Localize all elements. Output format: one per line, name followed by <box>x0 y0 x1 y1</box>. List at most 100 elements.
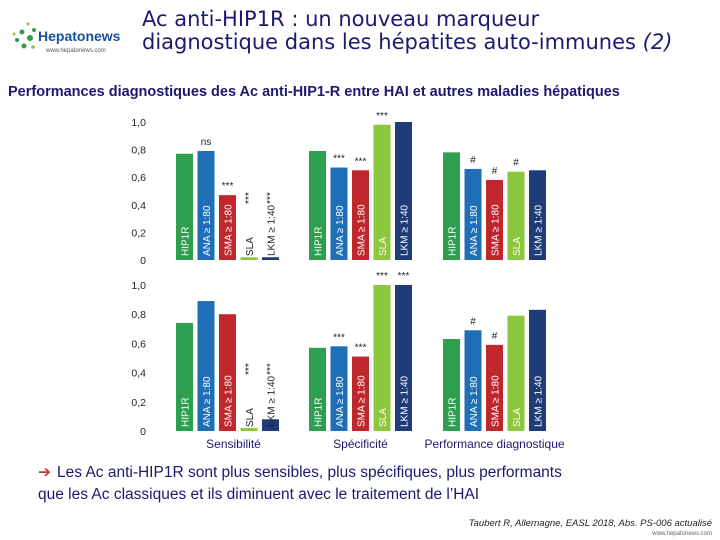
significance-annotation: # <box>470 316 476 327</box>
bar <box>486 179 503 260</box>
bar <box>529 309 546 431</box>
bar <box>507 171 525 260</box>
category-label: SMA ≥ 1:80 <box>491 204 502 256</box>
title-suffix: (2) <box>642 30 673 54</box>
category-label: SMA ≥ 1:80 <box>491 375 502 427</box>
category-label: SMA ≥ 1:80 <box>224 375 235 427</box>
group-label: Sensibilité <box>206 437 261 451</box>
bar <box>197 150 215 260</box>
significance-annotation: *** <box>333 332 345 343</box>
category-label: HIP1R <box>181 227 192 256</box>
y-tick-label: 1,0 <box>131 117 146 129</box>
bar <box>309 347 326 431</box>
bar <box>373 285 391 431</box>
bar <box>486 344 503 431</box>
bar-chart: 0 0,2 0,4 0,6 0,8 1,0 HIP1R ANA ≥ 1:80 ns SMA ≥ 1… <box>131 111 564 451</box>
y-tick-label: 0,8 <box>131 309 146 321</box>
arrow-icon: ➔ <box>38 464 51 481</box>
reference: Taubert R, Allernagne, EASL 2018, Abs. P… <box>468 518 712 529</box>
logo-text: Hepatonews <box>38 28 121 44</box>
significance-annotation: # <box>492 166 498 177</box>
significance-annotation: *** <box>376 271 388 282</box>
category-label: HIP1R <box>314 227 325 256</box>
category-label: LKM ≥ 1:40 <box>534 375 545 427</box>
bar <box>529 170 546 260</box>
category-label: SLA <box>512 237 523 256</box>
bar <box>330 346 348 431</box>
title-line-2: diagnostique dans les hépatites auto-imm… <box>142 30 636 54</box>
y-tick-label: 0,4 <box>131 368 146 380</box>
significance-annotation: *** <box>266 192 277 204</box>
bar <box>219 195 236 260</box>
bar <box>176 322 193 431</box>
category-label: LKM ≥ 1:40 <box>534 204 545 256</box>
bar <box>197 301 215 431</box>
category-label: HIP1R <box>181 398 192 427</box>
bar <box>395 285 412 431</box>
category-label: HIP1R <box>448 398 459 427</box>
significance-annotation: # <box>470 155 476 166</box>
bar <box>352 356 369 431</box>
bar <box>443 339 460 431</box>
y-tick-label: 0,4 <box>131 200 146 212</box>
y-tick-label: 0,2 <box>131 227 146 239</box>
y-tick-label: 0 <box>140 426 146 438</box>
significance-annotation: *** <box>333 154 345 165</box>
group-label: Performance diagnostique <box>424 437 564 451</box>
category-label: LKM ≥ 1:40 <box>400 375 411 427</box>
category-label: SLA <box>245 237 256 256</box>
significance-annotation: # <box>513 158 519 169</box>
title-line-1: Ac anti-HIP1R : un nouveau marqueur <box>142 7 540 31</box>
significance-annotation: # <box>492 331 498 342</box>
category-label: SLA <box>512 408 523 427</box>
bar <box>219 314 236 431</box>
significance-annotation: *** <box>355 156 367 167</box>
bar <box>395 122 412 260</box>
category-label: LKM ≥ 1:40 <box>400 204 411 256</box>
bar <box>262 419 279 431</box>
bar <box>464 330 482 431</box>
significance-annotation: *** <box>222 181 234 192</box>
group-label: Spécificité <box>333 437 388 451</box>
category-label: ANA ≥ 1:80 <box>335 205 346 256</box>
category-label: HIP1R <box>448 227 459 256</box>
bullet-line-1: Les Ac anti-HIP1R sont plus sensibles, p… <box>57 464 562 481</box>
bar <box>240 428 258 431</box>
category-label: SMA ≥ 1:80 <box>224 204 235 256</box>
category-label: ANA ≥ 1:80 <box>335 376 346 427</box>
y-tick-label: 0,8 <box>131 145 146 157</box>
bar <box>352 170 369 260</box>
significance-annotation: *** <box>376 111 388 122</box>
hepatonews-logo: Hepatonews www.hepatonews.com <box>12 22 121 54</box>
category-label: HIP1R <box>314 398 325 427</box>
significance-annotation: *** <box>244 192 255 204</box>
category-label: LKM ≥ 1:40 <box>267 375 278 427</box>
category-label: SLA <box>245 408 256 427</box>
category-label: ANA ≥ 1:80 <box>469 376 480 427</box>
bar <box>309 150 326 260</box>
significance-annotation: ns <box>201 137 212 148</box>
y-tick-label: 1,0 <box>131 280 146 292</box>
bar <box>330 167 348 260</box>
category-label: ANA ≥ 1:80 <box>469 205 480 256</box>
bar <box>507 315 525 431</box>
category-label: SMA ≥ 1:80 <box>357 204 368 256</box>
page-title: Ac anti-HIP1R : un nouveau marqueur diag… <box>142 8 712 54</box>
category-label: ANA ≥ 1:80 <box>202 376 213 427</box>
category-label: LKM ≥ 1:40 <box>267 204 278 256</box>
significance-annotation: *** <box>244 363 255 375</box>
bar <box>262 257 279 260</box>
logo-url: www.hepatonews.com <box>45 48 106 54</box>
header: Hepatonews www.hepatonews.com Ac anti-HI… <box>0 0 720 72</box>
bar <box>176 153 193 260</box>
y-tick-label: 0,6 <box>131 172 146 184</box>
category-label: SLA <box>378 408 389 427</box>
category-label: SMA ≥ 1:80 <box>357 375 368 427</box>
y-tick-label: 0 <box>140 255 146 267</box>
bar <box>464 168 482 260</box>
y-tick-label: 0,6 <box>131 338 146 350</box>
significance-annotation: *** <box>398 271 410 282</box>
chart-subtitle: Performances diagnostiques des Ac anti-H… <box>8 84 620 100</box>
bar <box>443 152 460 260</box>
bar <box>373 124 391 260</box>
